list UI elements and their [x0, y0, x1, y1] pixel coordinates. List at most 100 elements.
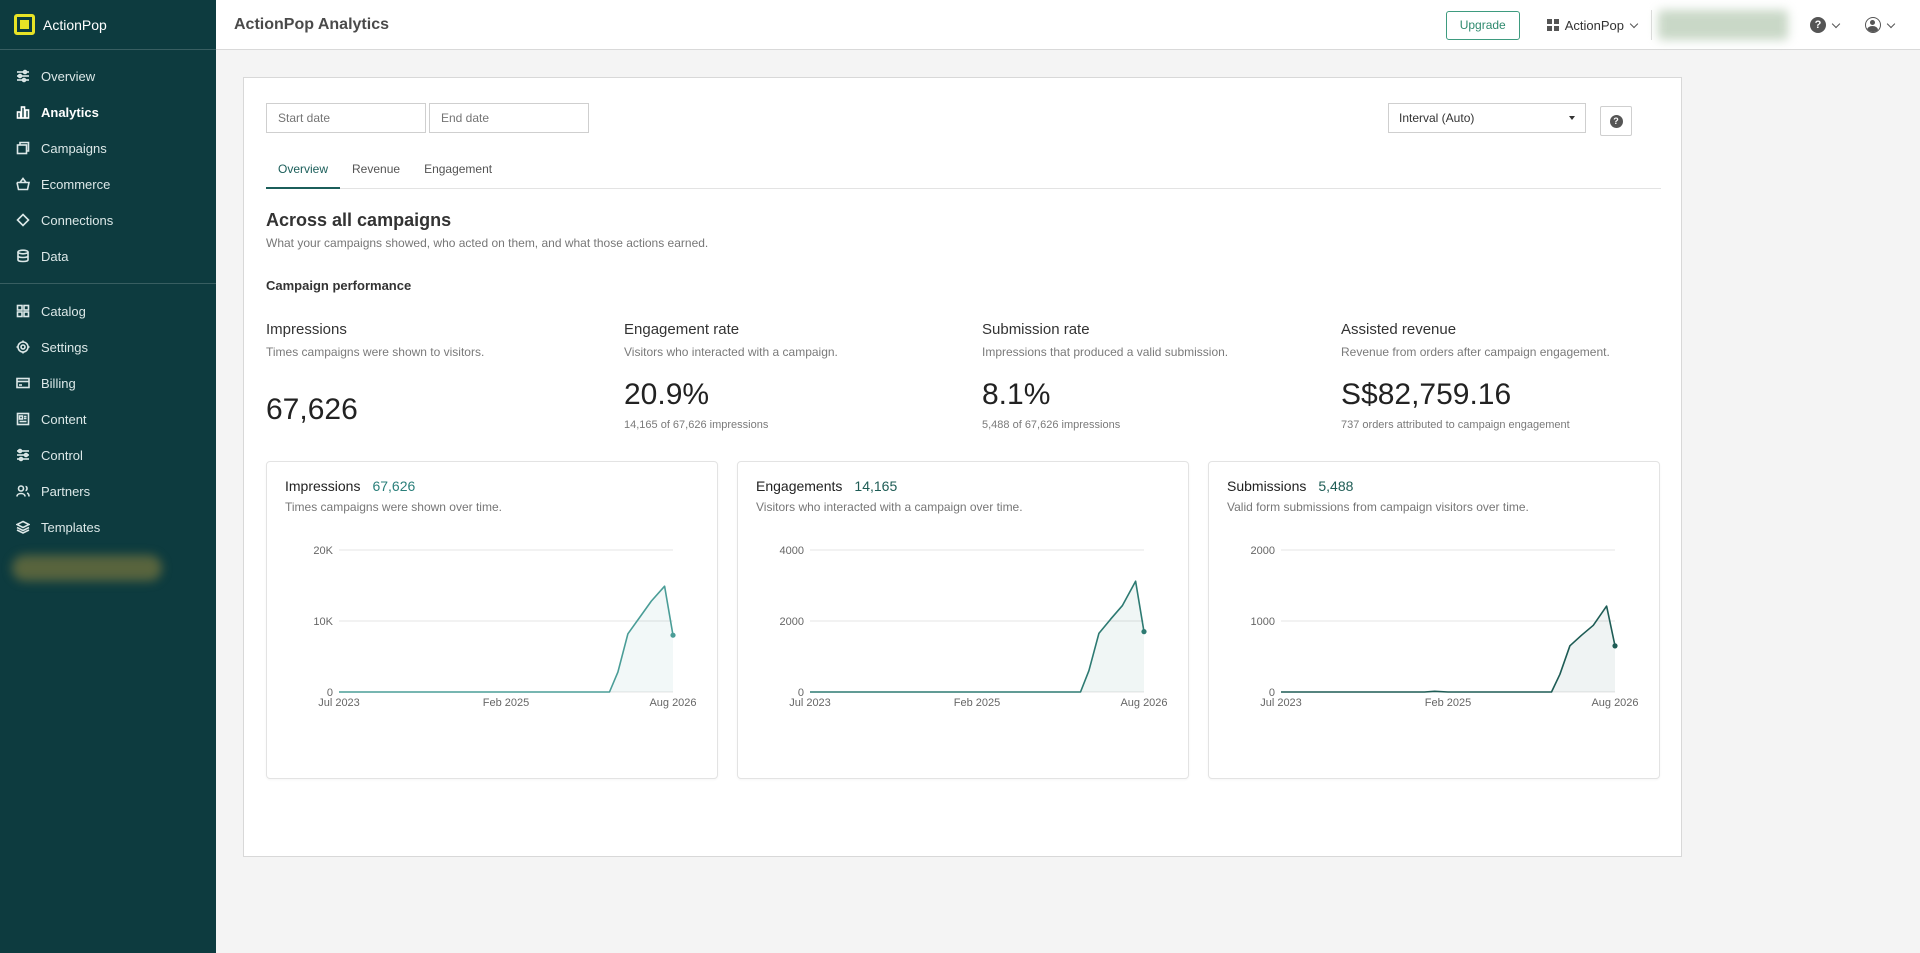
sidebar-item-campaigns[interactable]: Campaigns: [0, 130, 216, 166]
kpi-footnote: 737 orders attributed to campaign engage…: [1341, 419, 1570, 431]
kpi-name: Assisted revenue: [1341, 321, 1457, 338]
database-icon: [17, 249, 29, 263]
chart-card-impressions: Impressions 67,626 Times campaigns were …: [266, 461, 718, 779]
section-title: Across all campaigns: [266, 210, 452, 230]
actionpop-logo-icon: [14, 14, 35, 35]
kpi-value: 8.1%: [982, 378, 1051, 411]
sidebar-item-templates[interactable]: Templates: [0, 509, 216, 545]
help-icon: ?: [1810, 17, 1826, 33]
chart-total: 67,626: [372, 478, 416, 494]
chart-subtitle: Times campaigns were shown over time.: [285, 500, 502, 514]
sidebar-nav-primary: Overview Analytics Campaigns Ecommerce C…: [0, 50, 216, 274]
y-tick-label: 10K: [313, 616, 333, 628]
y-tick-label: 0: [327, 687, 333, 699]
tab-engagement[interactable]: Engagement: [424, 162, 493, 176]
org-switcher-label: ActionPop: [1564, 17, 1624, 33]
chart-header: Submissions 5,488: [1227, 478, 1353, 494]
series-area: [810, 581, 1144, 692]
sidebar-item-ecommerce[interactable]: Ecommerce: [0, 166, 216, 202]
chevron-down-icon: [1886, 19, 1896, 28]
chart-subtitle: Valid form submissions from campaign vis…: [1227, 500, 1529, 514]
series-area: [339, 586, 673, 692]
sidebar-item-settings[interactable]: Settings: [0, 329, 216, 365]
sidebar-item-overview[interactable]: Overview: [0, 58, 216, 94]
chart-header: Engagements 14,165: [756, 478, 897, 494]
x-tick-label: Aug 2026: [1120, 697, 1167, 709]
analytics-card: Interval (Auto) ? Overview Revenue Engag…: [243, 77, 1682, 857]
kpi-submission-rate: Submission rate Impressions that produce…: [982, 321, 1322, 431]
kpi-description: Visitors who interacted with a campaign.: [624, 345, 838, 359]
sidebar-item-data[interactable]: Data: [0, 238, 216, 274]
x-tick-label: Jul 2023: [1260, 697, 1302, 709]
redacted-account-info: [1658, 10, 1788, 40]
engagements-chart: 0 2000 4000 Jul 2023 Feb 2025 Aug 2026: [780, 545, 1168, 709]
tab-overview[interactable]: Overview: [266, 158, 341, 189]
topbar-actions: Upgrade ActionPop ?: [1445, 0, 1920, 50]
x-tick-label: Aug 2026: [1591, 697, 1638, 709]
sidebar-item-billing[interactable]: Billing: [0, 365, 216, 401]
kpi-description: Revenue from orders after campaign engag…: [1341, 345, 1610, 359]
kpi-footnote: 5,488 of 67,626 impressions: [982, 419, 1121, 431]
sidebar-item-content[interactable]: Content: [0, 401, 216, 437]
sidebar: ActionPop Overview Analytics Campaigns E…: [0, 0, 216, 953]
sidebar-item-partners[interactable]: Partners: [0, 473, 216, 509]
chart-total: 14,165: [854, 478, 898, 494]
page-title: ActionPop Analytics: [234, 15, 389, 33]
chart-total: 5,488: [1318, 478, 1354, 494]
sidebar-item-label: Overview: [41, 68, 96, 84]
submissions-chart: 0 1000 2000 Jul 2023 Feb 2025 Aug 2026: [1251, 545, 1639, 709]
sidebar-item-analytics[interactable]: Analytics: [0, 94, 216, 130]
topbar-divider: [1651, 10, 1652, 40]
series-line: [1281, 605, 1616, 693]
kpi-engagement-rate: Engagement rate Visitors who interacted …: [624, 321, 964, 431]
analytics-tabs: Overview Revenue Engagement: [266, 158, 1661, 189]
sidebar-item-label: Data: [41, 248, 69, 264]
stack-icon: [16, 520, 30, 534]
topbar: ActionPop Analytics Upgrade ActionPop ?: [216, 0, 1920, 50]
kpi-description: Times campaigns were shown to visitors.: [266, 345, 485, 359]
kpi-impressions: Impressions Times campaigns were shown t…: [266, 321, 606, 426]
sidebar-item-label: Billing: [41, 375, 76, 391]
sidebar-item-catalog[interactable]: Catalog: [0, 293, 216, 329]
kpi-description: Impressions that produced a valid submis…: [982, 345, 1229, 359]
help-menu[interactable]: ?: [1810, 17, 1841, 33]
start-date-input[interactable]: [266, 103, 426, 133]
end-date-input[interactable]: [429, 103, 589, 133]
kpi-footnote: 14,165 of 67,626 impressions: [624, 419, 769, 431]
chart-help-button[interactable]: ?: [1600, 106, 1632, 136]
series-area: [1281, 606, 1615, 692]
user-menu[interactable]: [1865, 17, 1896, 33]
y-tick-label: 0: [1269, 687, 1275, 699]
kpi-name: Submission rate: [982, 321, 1090, 338]
x-tick-label: Aug 2026: [649, 697, 696, 709]
tab-revenue[interactable]: Revenue: [352, 162, 401, 176]
users-icon: [16, 485, 30, 497]
upgrade-button[interactable]: Upgrade: [1445, 10, 1520, 40]
chart-title: Impressions: [285, 478, 361, 494]
y-tick-label: 1000: [1251, 616, 1275, 628]
help-icon: ?: [1609, 114, 1623, 128]
y-tick-label: 20K: [313, 545, 333, 557]
sidebar-item-connections[interactable]: Connections: [0, 202, 216, 238]
interval-select[interactable]: Interval (Auto): [1388, 103, 1586, 133]
sidebar-item-control[interactable]: Control: [0, 437, 216, 473]
sidebar-divider: [0, 283, 216, 284]
brand[interactable]: ActionPop: [0, 0, 216, 50]
x-tick-label: Jul 2023: [318, 697, 360, 709]
credit-card-icon: [16, 377, 30, 389]
x-tick-label: Feb 2025: [483, 697, 529, 709]
chart-card-engagements: Engagements 14,165 Visitors who interact…: [737, 461, 1189, 779]
chart-subtitle: Visitors who interacted with a campaign …: [756, 500, 1023, 514]
layers-window-icon: [16, 141, 30, 155]
caret-down-icon: [1569, 116, 1575, 120]
org-switcher[interactable]: ActionPop: [1546, 17, 1639, 33]
last-point-marker: [1612, 643, 1618, 649]
last-point-marker: [1141, 629, 1147, 635]
gear-icon: [16, 340, 30, 354]
campaign-performance-heading: Campaign performance: [266, 278, 412, 293]
y-tick-label: 2000: [1251, 545, 1275, 557]
last-point-marker: [670, 632, 676, 638]
y-tick-label: 0: [798, 687, 804, 699]
chevron-down-icon: [1629, 19, 1639, 28]
kpi-value: 20.9%: [624, 378, 710, 411]
